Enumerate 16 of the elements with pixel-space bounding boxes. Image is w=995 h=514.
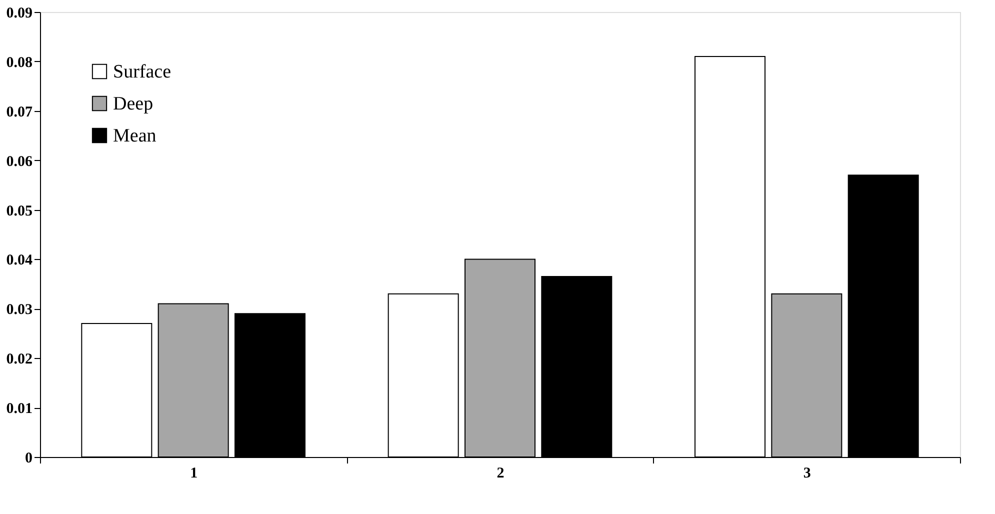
y-tick-label: 0.02 [6,352,32,368]
x-tick-label: 1 [190,466,198,482]
legend-label: Mean [113,126,157,146]
legend-label: Surface [113,62,172,82]
y-tick-label: 0.03 [6,302,32,318]
y-tick-label: 0.08 [6,54,32,71]
y-tick-label: 0.09 [6,6,32,22]
x-tick-label: 2 [496,466,504,482]
y-tick-label: 0.07 [6,104,33,120]
y-tick-label: 0.06 [6,154,33,170]
legend-label: Deep [113,94,154,114]
y-tick-label: 0.05 [6,203,32,220]
x-tick-label: 3 [803,466,811,482]
y-tick-label: 0.01 [6,401,32,418]
y-tick-label: 0.04 [6,252,33,269]
y-tick-label: 0 [25,450,32,466]
